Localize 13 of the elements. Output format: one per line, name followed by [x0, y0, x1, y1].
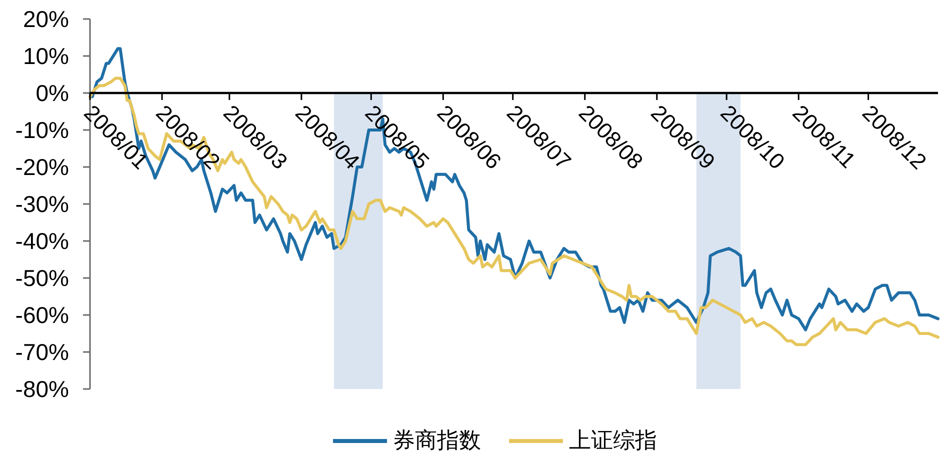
- y-tick-label: -50%: [15, 265, 69, 291]
- y-tick-label: 0%: [36, 80, 69, 106]
- y-tick-label: -40%: [15, 228, 69, 254]
- y-tick-label: -80%: [15, 376, 69, 402]
- y-tick-label: 10%: [22, 43, 69, 69]
- y-tick-label: 20%: [22, 6, 69, 32]
- y-tick-label: -70%: [15, 339, 69, 365]
- legend-label: 券商指数: [393, 428, 481, 453]
- y-tick-label: -20%: [15, 154, 69, 180]
- y-tick-label: -30%: [15, 191, 69, 217]
- y-tick-label: -60%: [15, 302, 69, 328]
- y-tick-label: -10%: [15, 117, 69, 143]
- legend-label: 上证综指: [569, 428, 657, 453]
